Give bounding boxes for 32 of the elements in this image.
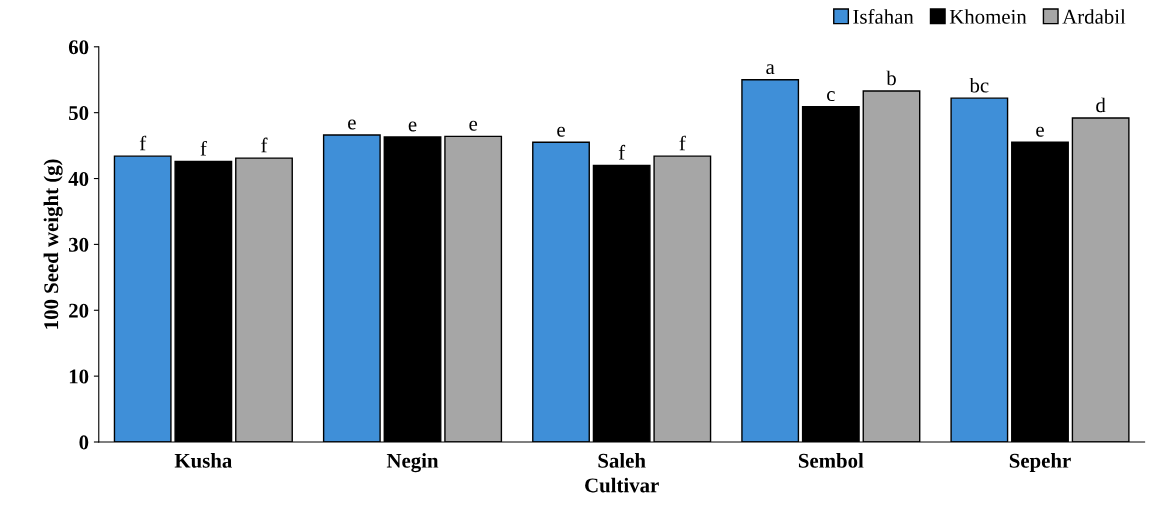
legend-label: Khomein xyxy=(949,9,1027,24)
y-tick-label: 30 xyxy=(69,237,89,252)
data-label: b xyxy=(886,70,896,86)
data-label: e xyxy=(469,120,478,131)
y-axis-title: 100 Seed weight (g) xyxy=(43,159,63,329)
x-tick-label: Negin xyxy=(386,453,439,473)
data-label: f xyxy=(139,135,147,151)
data-label: e xyxy=(408,121,417,132)
y-tick-label: 0 xyxy=(79,435,89,450)
data-label: d xyxy=(1096,97,1106,113)
x-tick-label: Sembol xyxy=(798,453,864,468)
y-tick-label: 10 xyxy=(69,369,89,384)
data-label: f xyxy=(618,144,626,160)
legend-label: Ardabil xyxy=(1062,9,1126,24)
data-label: f xyxy=(261,137,268,153)
data-label: f xyxy=(200,140,207,156)
x-tick-label: Saleh xyxy=(598,453,646,468)
y-tick-label: 40 xyxy=(68,171,89,186)
data-label: c xyxy=(827,91,835,102)
data-label: e xyxy=(1036,126,1044,137)
x-axis-title: Cultivar xyxy=(585,477,659,493)
y-tick-label: 50 xyxy=(69,106,89,121)
data-label: f xyxy=(679,135,686,151)
x-tick-label: Kusha xyxy=(174,453,232,468)
y-tick-label: 60 xyxy=(68,40,89,55)
legend-label: Isfahan xyxy=(853,8,914,24)
data-label: e xyxy=(348,119,356,130)
data-label: e xyxy=(557,126,565,137)
x-tick-label: Sepehr xyxy=(1009,453,1071,472)
y-tick-label: 20 xyxy=(69,303,89,318)
data-label: bc xyxy=(969,77,989,93)
data-label: a xyxy=(766,64,775,75)
